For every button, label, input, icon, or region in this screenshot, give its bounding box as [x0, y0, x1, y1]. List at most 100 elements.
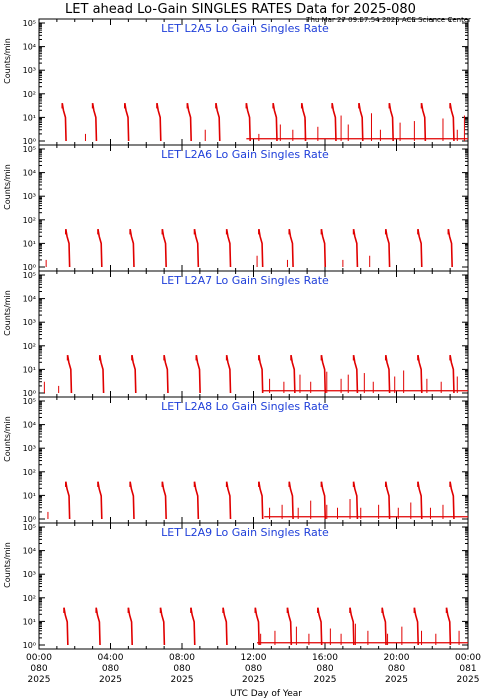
- burst-mark: [317, 607, 323, 646]
- burst-mark: [129, 481, 135, 520]
- burst-mark: [258, 355, 264, 394]
- burst-mark: [449, 355, 455, 394]
- burst-mark: [417, 481, 423, 520]
- burst-mark: [124, 103, 130, 142]
- burst-mark: [63, 607, 69, 646]
- x-tick-year: 2025: [314, 675, 337, 685]
- panel-2: 10⁰ 10¹ 10² 10³ 10⁴ 10⁵ Counts/min LET L2A6 Lo …: [3, 144, 469, 272]
- y-tick-label: 10⁵: [23, 271, 36, 280]
- burst-mark: [331, 103, 337, 142]
- y-tick-label: 10³: [23, 570, 36, 579]
- y-tick-label: 10⁵: [23, 397, 36, 406]
- y-tick-label: 10³: [23, 192, 36, 201]
- burst-mark: [66, 355, 73, 394]
- x-tick-time: 12:00: [241, 653, 267, 663]
- y-tick-label: 10²: [23, 90, 36, 99]
- burst-mark: [163, 355, 169, 394]
- figure-title: LET ahead Lo-Gain SINGLES RATES Data for…: [65, 2, 416, 17]
- panel-title: LET L2A6 Lo Gain Singles Rate: [161, 148, 329, 161]
- panel-3: 10⁰ 10¹ 10² 10³ 10⁴ 10⁵ Counts/min LET L2A7 Lo …: [3, 270, 469, 398]
- burst-mark: [97, 481, 103, 520]
- burst-mark: [161, 229, 167, 268]
- burst-mark: [258, 481, 264, 520]
- burst-mark: [352, 229, 359, 268]
- burst-mark: [352, 355, 359, 394]
- burst-mark: [65, 481, 71, 520]
- y-tick-label: 10³: [23, 66, 36, 75]
- y-tick-label: 10²: [23, 594, 36, 603]
- x-tick-year: 2025: [457, 675, 480, 685]
- burst-mark: [98, 355, 105, 394]
- burst-mark: [381, 607, 387, 646]
- x-tick-time: 00:00: [455, 653, 481, 663]
- burst-mark: [445, 607, 452, 646]
- x-tick-day: 080: [30, 664, 47, 674]
- panel-4: 10⁰ 10¹ 10² 10³ 10⁴ 10⁵ Counts/min LET L2A8 Lo …: [3, 396, 469, 524]
- y-tick-label: 10³: [23, 318, 36, 327]
- burst-mark: [95, 607, 101, 646]
- x-tick-time: 16:00: [312, 653, 338, 663]
- y-tick-label: 10⁰: [23, 641, 36, 650]
- y-tick-label: 10¹: [23, 365, 36, 374]
- x-tick-year: 2025: [99, 675, 122, 685]
- y-tick-label: 10⁴: [23, 43, 36, 52]
- burst-mark: [290, 355, 296, 394]
- burst-mark: [127, 607, 133, 646]
- x-axis-ticks: 00:00080202504:00080202508:00080202512:0…: [26, 653, 481, 685]
- burst-mark: [245, 103, 251, 142]
- burst-mark: [91, 103, 98, 142]
- burst-mark: [320, 481, 327, 520]
- panel-5: 10⁰ 10¹ 10² 10³ 10⁴ 10⁵ Counts/min LET L2A9 Lo …: [3, 522, 469, 650]
- y-tick-label: 10⁵: [23, 523, 36, 532]
- x-tick-day: 080: [102, 664, 119, 674]
- y-tick-label: 10⁰: [23, 263, 36, 272]
- x-tick-year: 2025: [28, 675, 51, 685]
- burst-mark: [358, 103, 364, 142]
- burst-mark: [97, 229, 103, 268]
- burst-mark: [349, 607, 355, 646]
- y-tick-label: 10⁵: [23, 19, 36, 28]
- burst-mark: [129, 229, 135, 268]
- y-tick-label: 10¹: [23, 491, 36, 500]
- burst-mark: [384, 481, 391, 520]
- burst-mark: [384, 355, 391, 394]
- burst-mark: [420, 103, 427, 142]
- y-axis-label: Counts/min: [3, 38, 12, 84]
- y-tick-label: 10²: [23, 468, 36, 477]
- burst-mark: [449, 103, 455, 142]
- burst-mark: [190, 607, 196, 646]
- burst-mark: [447, 229, 453, 268]
- burst-mark: [449, 481, 455, 520]
- x-tick-year: 2025: [385, 675, 408, 685]
- burst-mark: [388, 103, 394, 142]
- burst-mark: [272, 103, 278, 142]
- burst-mark: [417, 355, 423, 394]
- plot-frame: [38, 18, 469, 146]
- burst-mark: [286, 607, 293, 646]
- burst-mark: [254, 607, 260, 646]
- y-tick-label: 10⁴: [23, 421, 36, 430]
- burst-mark: [258, 229, 264, 268]
- y-tick-label: 10²: [23, 342, 36, 351]
- x-tick-year: 2025: [242, 675, 265, 685]
- x-tick-day: 080: [316, 664, 333, 674]
- y-tick-label: 10⁴: [23, 169, 36, 178]
- panel-title: LET L2A9 Lo Gain Singles Rate: [161, 526, 329, 539]
- burst-mark: [156, 103, 162, 142]
- burst-mark: [186, 103, 192, 142]
- burst-mark: [225, 481, 232, 520]
- burst-mark: [195, 355, 201, 394]
- burst-mark: [222, 607, 228, 646]
- burst-mark: [61, 103, 67, 142]
- y-axis-label: Counts/min: [3, 416, 12, 462]
- y-tick-label: 10⁵: [23, 145, 36, 154]
- burst-mark: [215, 103, 221, 142]
- burst-mark: [320, 229, 327, 268]
- burst-mark: [384, 229, 391, 268]
- timestamp: Thu Mar 27 09:57:54 2025 ACE Science Cen…: [305, 16, 471, 24]
